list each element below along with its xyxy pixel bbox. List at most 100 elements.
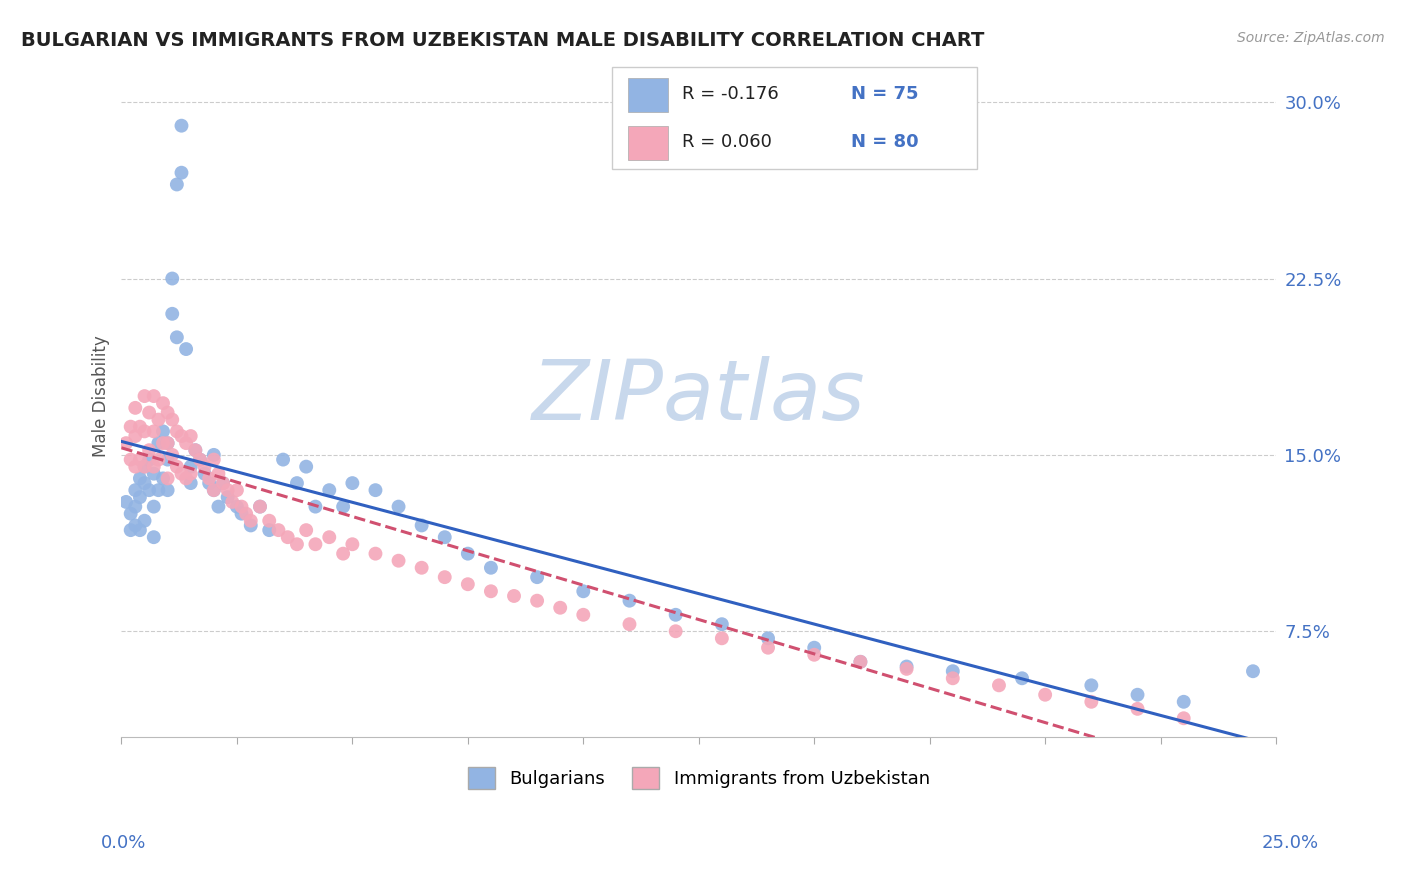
Point [156, 436, 179, 450]
Point [142, 459, 165, 474]
Point [188, 452, 211, 467]
Point [138, 452, 160, 467]
Point [174, 471, 197, 485]
Point [142, 389, 165, 403]
Point [124, 401, 146, 415]
Point [188, 452, 211, 467]
Point [124, 483, 146, 498]
Point [124, 500, 146, 514]
Point [166, 178, 188, 192]
Point [304, 500, 326, 514]
Point [124, 429, 146, 443]
Point [710, 632, 733, 646]
Point [148, 483, 170, 498]
Point [225, 483, 247, 498]
Point [134, 459, 156, 474]
Point [184, 443, 207, 458]
Point [152, 425, 174, 439]
Point [849, 655, 872, 669]
Point [129, 419, 152, 434]
Point [120, 507, 142, 521]
Point [120, 523, 142, 537]
Point [129, 523, 152, 537]
Point [148, 452, 170, 467]
Point [138, 443, 160, 458]
Point [332, 547, 354, 561]
Point [217, 483, 239, 498]
Point [180, 476, 202, 491]
Point [134, 476, 156, 491]
Point [202, 452, 225, 467]
Legend: Bulgarians, Immigrants from Uzbekistan: Bulgarians, Immigrants from Uzbekistan [461, 760, 936, 797]
Point [665, 607, 688, 622]
Point [138, 406, 160, 420]
Point [162, 271, 184, 285]
Point [148, 436, 170, 450]
Point [180, 459, 202, 474]
Point [212, 476, 235, 491]
Point [387, 554, 409, 568]
Point [342, 537, 364, 551]
Point [503, 589, 526, 603]
Point [342, 476, 364, 491]
Point [202, 483, 225, 498]
Point [433, 530, 456, 544]
Point [138, 483, 160, 498]
Point [221, 495, 243, 509]
Point [170, 429, 193, 443]
Text: 25.0%: 25.0% [1261, 834, 1319, 852]
Point [180, 429, 202, 443]
Point [129, 471, 152, 485]
Point [239, 518, 262, 533]
Point [257, 523, 280, 537]
Point [142, 425, 165, 439]
Point [988, 678, 1011, 692]
Point [134, 389, 156, 403]
Point [235, 507, 257, 521]
Point [134, 459, 156, 474]
Point [129, 490, 152, 504]
Point [134, 514, 156, 528]
Point [225, 500, 247, 514]
Point [184, 443, 207, 458]
Point [134, 425, 156, 439]
Text: R = 0.060: R = 0.060 [682, 133, 772, 151]
Point [202, 448, 225, 462]
Point [271, 452, 294, 467]
Point [572, 584, 595, 599]
Point [124, 518, 146, 533]
Point [239, 514, 262, 528]
Point [170, 467, 193, 481]
Point [166, 425, 188, 439]
Point [142, 500, 165, 514]
Point [318, 483, 340, 498]
Point [942, 671, 965, 685]
Point [142, 467, 165, 481]
Point [526, 593, 548, 607]
Point [803, 640, 825, 655]
Point [156, 436, 179, 450]
Point [619, 593, 641, 607]
Point [166, 330, 188, 344]
Point [162, 307, 184, 321]
Point [198, 476, 221, 491]
Point [152, 396, 174, 410]
Point [120, 419, 142, 434]
Point [548, 600, 571, 615]
Text: Source: ZipAtlas.com: Source: ZipAtlas.com [1237, 31, 1385, 45]
Point [304, 537, 326, 551]
Text: BULGARIAN VS IMMIGRANTS FROM UZBEKISTAN MALE DISABILITY CORRELATION CHART: BULGARIAN VS IMMIGRANTS FROM UZBEKISTAN … [21, 31, 984, 50]
Text: N = 80: N = 80 [851, 133, 918, 151]
Text: ZIPatlas: ZIPatlas [531, 356, 866, 436]
Y-axis label: Male Disability: Male Disability [93, 335, 110, 457]
Point [174, 342, 197, 356]
Point [1033, 688, 1056, 702]
Point [249, 500, 271, 514]
Point [710, 617, 733, 632]
Point [285, 476, 308, 491]
Point [162, 448, 184, 462]
Point [115, 495, 138, 509]
Point [1173, 711, 1195, 725]
Point [231, 500, 253, 514]
Point [1080, 678, 1102, 692]
